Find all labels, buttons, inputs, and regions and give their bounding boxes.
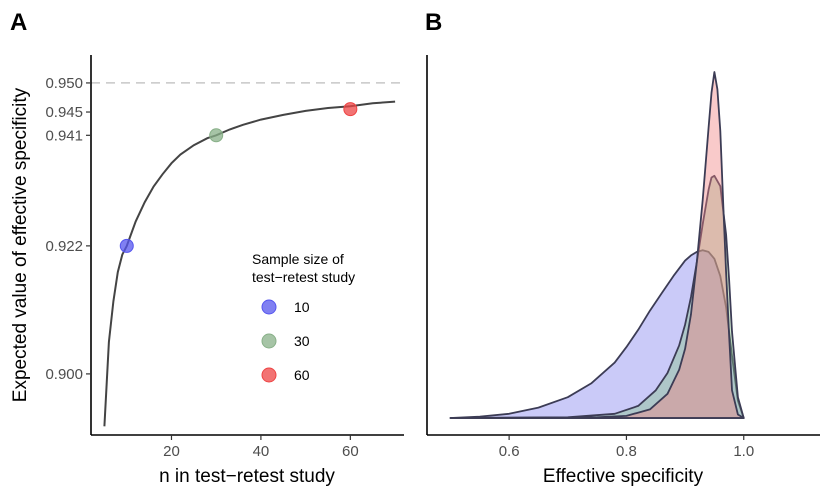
y-tick-label-a: 0.945 [45,104,83,121]
density-60 [449,71,745,419]
data-point [343,102,358,117]
x-tick-label-a: 40 [253,443,270,460]
y-tick-label-a: 0.900 [45,366,83,383]
x-tick-label-b: 0.6 [499,443,520,460]
density-30 [449,174,745,419]
legend: Sample size of test−retest study 10 30 60 [252,251,355,383]
y-tick-label-a: 0.922 [45,238,83,255]
legend-label: 30 [294,333,310,349]
x-tick-label-a: 60 [342,443,359,460]
data-point [119,238,134,253]
y-tick-label-a: 0.950 [45,75,83,92]
legend-key [261,333,277,349]
legend-key [261,367,277,383]
legend-title-line1: Sample size of [252,251,344,267]
y-tick-label-a: 0.941 [45,127,83,144]
legend-key [261,299,277,315]
expected-specificity-curve [103,100,396,427]
panel-a-label: A [10,9,27,36]
panel-b-label: B [425,9,442,36]
x-tick-label-b: 1.0 [733,443,754,460]
legend-label: 10 [294,299,310,315]
data-point [209,128,224,143]
x-axis-title-b: Effective specificity [543,466,704,487]
density-10 [449,249,745,419]
legend-label: 60 [294,367,310,383]
panel-b: 0.6 0.8 1.0 Effective specificity [426,55,820,487]
legend-title-line2: test−retest study [252,269,355,285]
x-tick-label-a: 20 [163,443,180,460]
x-axis-title-a: n in test−retest study [159,466,335,487]
y-axis-title-a: Expected value of effective specificity [10,87,31,402]
x-tick-label-b: 0.8 [616,443,637,460]
panel-a: 0.900 0.922 0.941 0.945 0.950 20 40 60 n in te… [10,55,404,487]
